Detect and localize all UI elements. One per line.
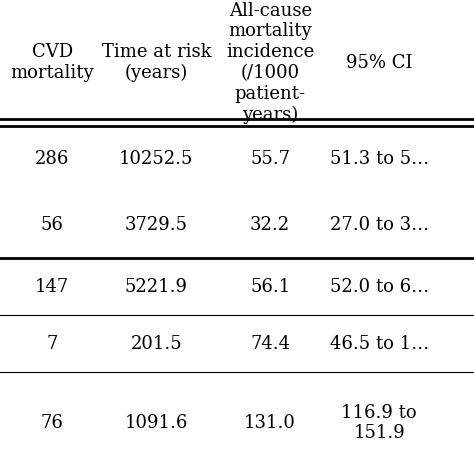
- Text: 52.0 to 6…: 52.0 to 6…: [329, 278, 429, 296]
- Text: 5221.9: 5221.9: [125, 278, 188, 296]
- Text: Time at risk
(years): Time at risk (years): [101, 43, 211, 82]
- Text: 131.0: 131.0: [244, 414, 296, 432]
- Text: 55.7: 55.7: [250, 150, 290, 168]
- Text: 46.5 to 1…: 46.5 to 1…: [329, 335, 429, 353]
- Text: 76: 76: [41, 414, 64, 432]
- Text: All-cause
mortality
incidence
(/1000
patient-
years): All-cause mortality incidence (/1000 pat…: [226, 1, 314, 124]
- Text: 116.9 to
151.9: 116.9 to 151.9: [341, 404, 417, 442]
- Text: 95% CI: 95% CI: [346, 54, 412, 72]
- Text: 32.2: 32.2: [250, 216, 290, 234]
- Text: 201.5: 201.5: [131, 335, 182, 353]
- Text: 10252.5: 10252.5: [119, 150, 193, 168]
- Text: 56: 56: [41, 216, 64, 234]
- Text: 7: 7: [46, 335, 58, 353]
- Text: 286: 286: [35, 150, 69, 168]
- Text: 56.1: 56.1: [250, 278, 290, 296]
- Text: 1091.6: 1091.6: [125, 414, 188, 432]
- Text: 3729.5: 3729.5: [125, 216, 188, 234]
- Text: 74.4: 74.4: [250, 335, 290, 353]
- Text: 147: 147: [35, 278, 69, 296]
- Text: 27.0 to 3…: 27.0 to 3…: [329, 216, 429, 234]
- Text: 51.3 to 5…: 51.3 to 5…: [329, 150, 429, 168]
- Text: CVD
mortality: CVD mortality: [10, 44, 94, 82]
